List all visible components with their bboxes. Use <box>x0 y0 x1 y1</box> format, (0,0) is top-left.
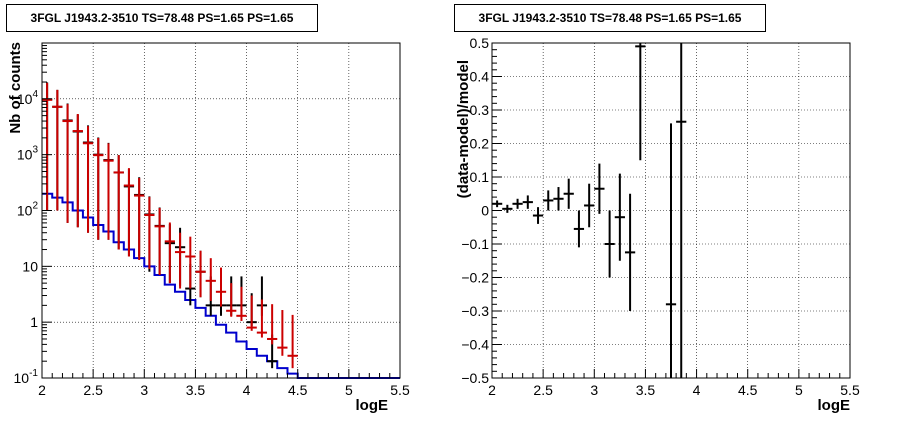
left-plot-title-text: 3FGL J1943.2-3510 TS=78.48 PS=1.65 PS=1.… <box>30 11 294 25</box>
left-y-tick-label: 103 <box>17 145 39 163</box>
right-plot-title-text: 3FGL J1943.2-3510 TS=78.48 PS=1.65 PS=1.… <box>478 11 742 25</box>
right-y-tick-label: −0.5 <box>461 370 489 386</box>
left-x-tick-label: 4.5 <box>288 382 308 398</box>
right-plot-title: 3FGL J1943.2-3510 TS=78.48 PS=1.65 PS=1.… <box>454 4 766 32</box>
right-plot-grid <box>492 43 850 378</box>
right-y-tick-label: −0.3 <box>461 303 489 319</box>
left-x-axis-label: logE <box>356 397 389 414</box>
left-x-tick-label: 5.5 <box>390 382 410 398</box>
right-y-tick-label: −0.2 <box>461 270 489 286</box>
left-x-tick-label: 3 <box>140 382 148 398</box>
right-y-tick-label: 0.1 <box>470 169 490 185</box>
right-x-axis-label: logE <box>818 397 851 414</box>
left-y-axis-label: Nb of counts <box>7 42 24 134</box>
left-y-tick-label: 104 <box>17 89 39 107</box>
right-y-tick-label: 0.4 <box>470 69 490 85</box>
right-x-tick-label: 2.5 <box>533 382 553 398</box>
left-y-tick-label: 102 <box>17 201 39 219</box>
left-ticks <box>41 45 401 379</box>
right-x-tick-label: 5 <box>795 382 803 398</box>
left-y-tick-label: 10-1 <box>14 368 39 386</box>
right-y-tick-label: −0.1 <box>461 236 489 252</box>
right-x-tick-label: 3.5 <box>636 382 656 398</box>
right-ticks <box>491 42 851 379</box>
left-x-tick-label: 3.5 <box>186 382 206 398</box>
right-x-tick-label: 4 <box>693 382 701 398</box>
right-y-tick-label: 0.2 <box>470 136 490 152</box>
left-x-tick-label: 2 <box>38 382 46 398</box>
right-y-axis-label: (data-model)/model <box>455 60 472 198</box>
right-y-tick-label: 0 <box>481 203 489 219</box>
left-x-tick-label: 4 <box>243 382 251 398</box>
left-x-tick-label: 5 <box>345 382 353 398</box>
right-y-tick-label: −0.4 <box>461 337 489 353</box>
right-x-tick-label: 3 <box>590 382 598 398</box>
model-counts-group <box>42 82 298 369</box>
right-y-tick-label: 0.5 <box>470 35 490 51</box>
left-x-tick-label: 2.5 <box>83 382 103 398</box>
right-y-tick-label: 0.3 <box>470 102 490 118</box>
left-plot-title: 3FGL J1943.2-3510 TS=78.48 PS=1.65 PS=1.… <box>6 4 318 32</box>
right-x-tick-label: 5.5 <box>840 382 860 398</box>
left-y-tick-label: 1 <box>30 314 38 330</box>
right-x-tick-label: 4.5 <box>738 382 758 398</box>
left-plot-area <box>42 43 400 378</box>
right-x-tick-label: 2 <box>488 382 496 398</box>
left-y-tick-label: 10 <box>22 258 38 274</box>
